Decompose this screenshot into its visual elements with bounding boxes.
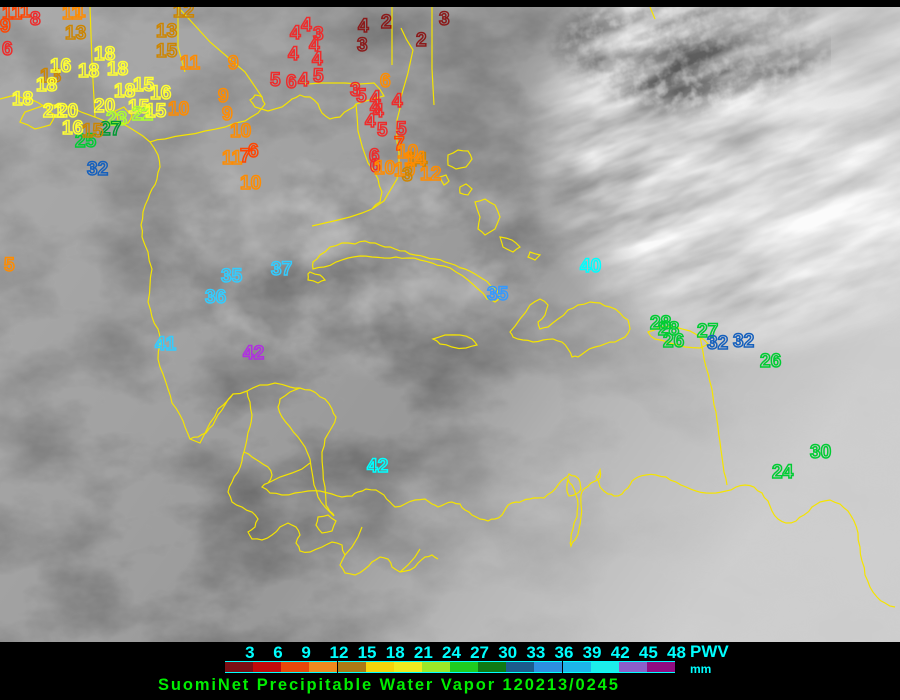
svg-text:4: 4 [288,44,299,65]
svg-text:5: 5 [4,255,15,276]
svg-text:5: 5 [356,86,367,107]
svg-text:2: 2 [416,30,427,51]
svg-text:6: 6 [2,39,13,60]
svg-text:5: 5 [313,66,324,87]
svg-text:3: 3 [357,35,368,56]
svg-text:4: 4 [301,15,312,36]
svg-text:11: 11 [180,53,201,74]
svg-text:3: 3 [402,165,413,186]
svg-text:4: 4 [365,111,376,132]
svg-text:27: 27 [100,119,121,140]
svg-text:10: 10 [230,121,251,142]
svg-text:37: 37 [271,259,292,280]
svg-text:10: 10 [374,158,395,179]
svg-text:42: 42 [367,456,388,477]
svg-text:12: 12 [173,7,194,22]
svg-text:18: 18 [12,89,33,110]
svg-text:42: 42 [243,343,264,364]
svg-text:32: 32 [707,333,728,354]
svg-text:26: 26 [663,331,684,352]
svg-text:1: 1 [75,7,86,22]
svg-text:5: 5 [377,120,388,141]
svg-text:13: 13 [65,23,86,44]
svg-text:9: 9 [0,16,11,37]
svg-text:4: 4 [298,70,309,91]
svg-text:4: 4 [358,16,369,37]
svg-text:6: 6 [248,141,259,162]
svg-text:4: 4 [290,23,301,44]
svg-text:5: 5 [270,70,281,91]
svg-text:6: 6 [286,72,297,93]
svg-text:32: 32 [733,331,754,352]
svg-text:6: 6 [380,71,391,92]
svg-text:16: 16 [62,118,83,139]
svg-text:10: 10 [168,99,189,120]
svg-text:26: 26 [760,351,781,372]
svg-text:13: 13 [156,21,177,42]
svg-text:15: 15 [156,41,178,62]
svg-text:15: 15 [82,121,104,142]
svg-text:18: 18 [78,61,99,82]
svg-text:30: 30 [810,442,831,463]
svg-text:3: 3 [439,9,450,30]
svg-text:4: 4 [392,91,403,112]
svg-text:18: 18 [107,59,128,80]
svg-text:15: 15 [145,101,167,122]
svg-text:8: 8 [30,9,41,30]
svg-text:24: 24 [772,462,794,483]
svg-text:35: 35 [221,266,243,287]
svg-text:36: 36 [205,287,226,308]
svg-text:2: 2 [381,12,392,33]
svg-text:41: 41 [155,334,177,355]
svg-text:35: 35 [487,284,509,305]
svg-text:10: 10 [240,173,261,194]
svg-text:18: 18 [36,75,57,96]
svg-text:40: 40 [580,256,601,277]
svg-text:9: 9 [228,53,239,74]
svg-text:16: 16 [50,56,71,77]
svg-text:32: 32 [87,159,108,180]
